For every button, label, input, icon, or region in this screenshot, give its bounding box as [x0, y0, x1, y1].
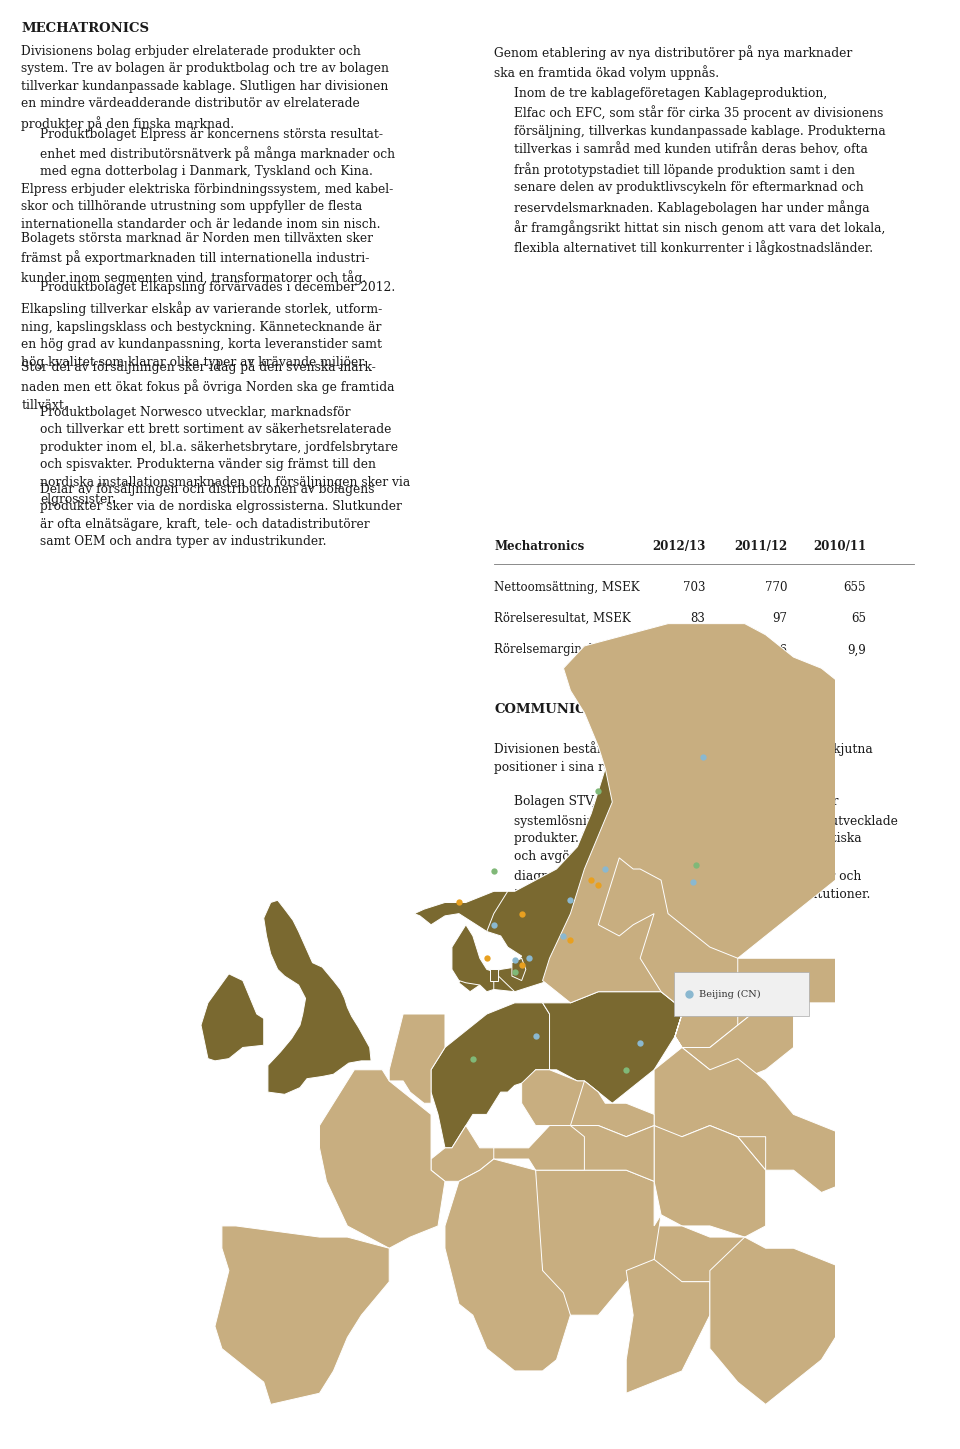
Polygon shape [536, 1171, 661, 1316]
Polygon shape [626, 1259, 709, 1394]
Polygon shape [570, 1126, 654, 1181]
Polygon shape [512, 958, 526, 981]
Text: Elkapsling tillverkar elskåp av varierande storlek, utform-
ning, kapslingsklass: Elkapsling tillverkar elskåp av varieran… [21, 301, 382, 368]
Text: Elpress erbjuder elektriska förbindningssystem, med kabel-
skor och tillhörande : Elpress erbjuder elektriska förbindnings… [21, 183, 394, 230]
Text: Produktbolaget Elkapsling förvärvades i december 2012.: Produktbolaget Elkapsling förvärvades i … [40, 281, 396, 294]
Polygon shape [654, 1048, 850, 1193]
Text: 65: 65 [851, 611, 866, 625]
Text: Genom etablering av nya distributörer på nya marknader
ska en framtida ökad voly: Genom etablering av nya distributörer på… [494, 45, 852, 80]
Text: 2010/11: 2010/11 [813, 540, 866, 554]
FancyBboxPatch shape [674, 972, 809, 1016]
Text: Nettoomsättning, MSEK: Nettoomsättning, MSEK [494, 581, 640, 594]
Text: Bolagets största marknad är Norden men tillväxten sker
främst på exportmarknaden: Bolagets största marknad är Norden men t… [21, 232, 373, 285]
Polygon shape [431, 1003, 549, 1148]
Polygon shape [542, 991, 682, 1103]
Polygon shape [415, 623, 766, 991]
Text: Produktbolaget Elpress är koncernens största resultat-
enhet med distributörsnät: Produktbolaget Elpress är koncernens stö… [40, 128, 396, 178]
Polygon shape [709, 1237, 850, 1404]
Polygon shape [452, 924, 493, 991]
Text: 7: 7 [891, 1417, 900, 1432]
Text: Divisionen består av 9 resultatenheter, alla med framskjutna
positioner i sina r: Divisionen består av 9 resultatenheter, … [494, 742, 874, 774]
Polygon shape [215, 1226, 389, 1404]
Text: Rörelsemarginal, %: Rörelsemarginal, % [494, 643, 612, 656]
Text: Inom de tre kablageföretagen Kablageproduktion,
Elfac och EFC, som står för cirk: Inom de tre kablageföretagen Kablageprod… [514, 87, 885, 255]
Polygon shape [654, 1126, 766, 1237]
Polygon shape [445, 1159, 570, 1371]
Polygon shape [487, 635, 766, 991]
Text: 83: 83 [691, 611, 706, 625]
Polygon shape [675, 1003, 794, 1081]
Text: 655: 655 [844, 581, 866, 594]
Text: 703: 703 [684, 581, 706, 594]
Polygon shape [598, 858, 737, 1048]
Text: 2012/13: 2012/13 [652, 540, 706, 554]
Polygon shape [570, 1081, 654, 1136]
Text: Bolagen STV, COBS, Nordic Alarm och ISG erbjuder
systemlösningar baserade helt e: Bolagen STV, COBS, Nordic Alarm och ISG … [514, 794, 898, 901]
Text: Mechatronics: Mechatronics [494, 540, 585, 554]
Polygon shape [737, 1136, 766, 1171]
Text: 2011/12: 2011/12 [734, 540, 787, 554]
Polygon shape [490, 969, 498, 981]
Text: 11,8: 11,8 [680, 643, 706, 656]
Polygon shape [431, 1126, 493, 1181]
Text: Produktbolaget Norwesco utvecklar, marknadsför
och tillverkar ett brett sortimen: Produktbolaget Norwesco utvecklar, markn… [40, 406, 411, 506]
Polygon shape [264, 900, 372, 1094]
Text: Divisionens bolag erbjuder elrelaterade produkter och
system. Tre av bolagen är : Divisionens bolag erbjuder elrelaterade … [21, 45, 389, 130]
Text: 770: 770 [765, 581, 787, 594]
Polygon shape [542, 623, 850, 1048]
Polygon shape [389, 1014, 445, 1103]
Polygon shape [634, 623, 766, 914]
Polygon shape [654, 1226, 745, 1282]
Text: Rörelseresultat, MSEK: Rörelseresultat, MSEK [494, 611, 631, 625]
Polygon shape [480, 1126, 585, 1171]
Polygon shape [201, 974, 264, 1061]
Text: COMMUNICATIONS: COMMUNICATIONS [494, 704, 645, 716]
Polygon shape [320, 1069, 445, 1248]
Text: 97: 97 [772, 611, 787, 625]
Text: Beijing (CN): Beijing (CN) [699, 990, 760, 998]
Text: Delar av försäljningen och distributionen av bolagens
produkter sker via de nord: Delar av försäljningen och distributione… [40, 483, 402, 548]
Text: Stor del av försäljningen sker idag på den svenska mark-
naden men ett ökat foku: Stor del av försäljningen sker idag på d… [21, 359, 395, 412]
Text: 9,9: 9,9 [847, 643, 866, 656]
Text: 12,6: 12,6 [761, 643, 787, 656]
Text: MECHATRONICS: MECHATRONICS [21, 22, 149, 35]
Polygon shape [521, 1069, 606, 1126]
